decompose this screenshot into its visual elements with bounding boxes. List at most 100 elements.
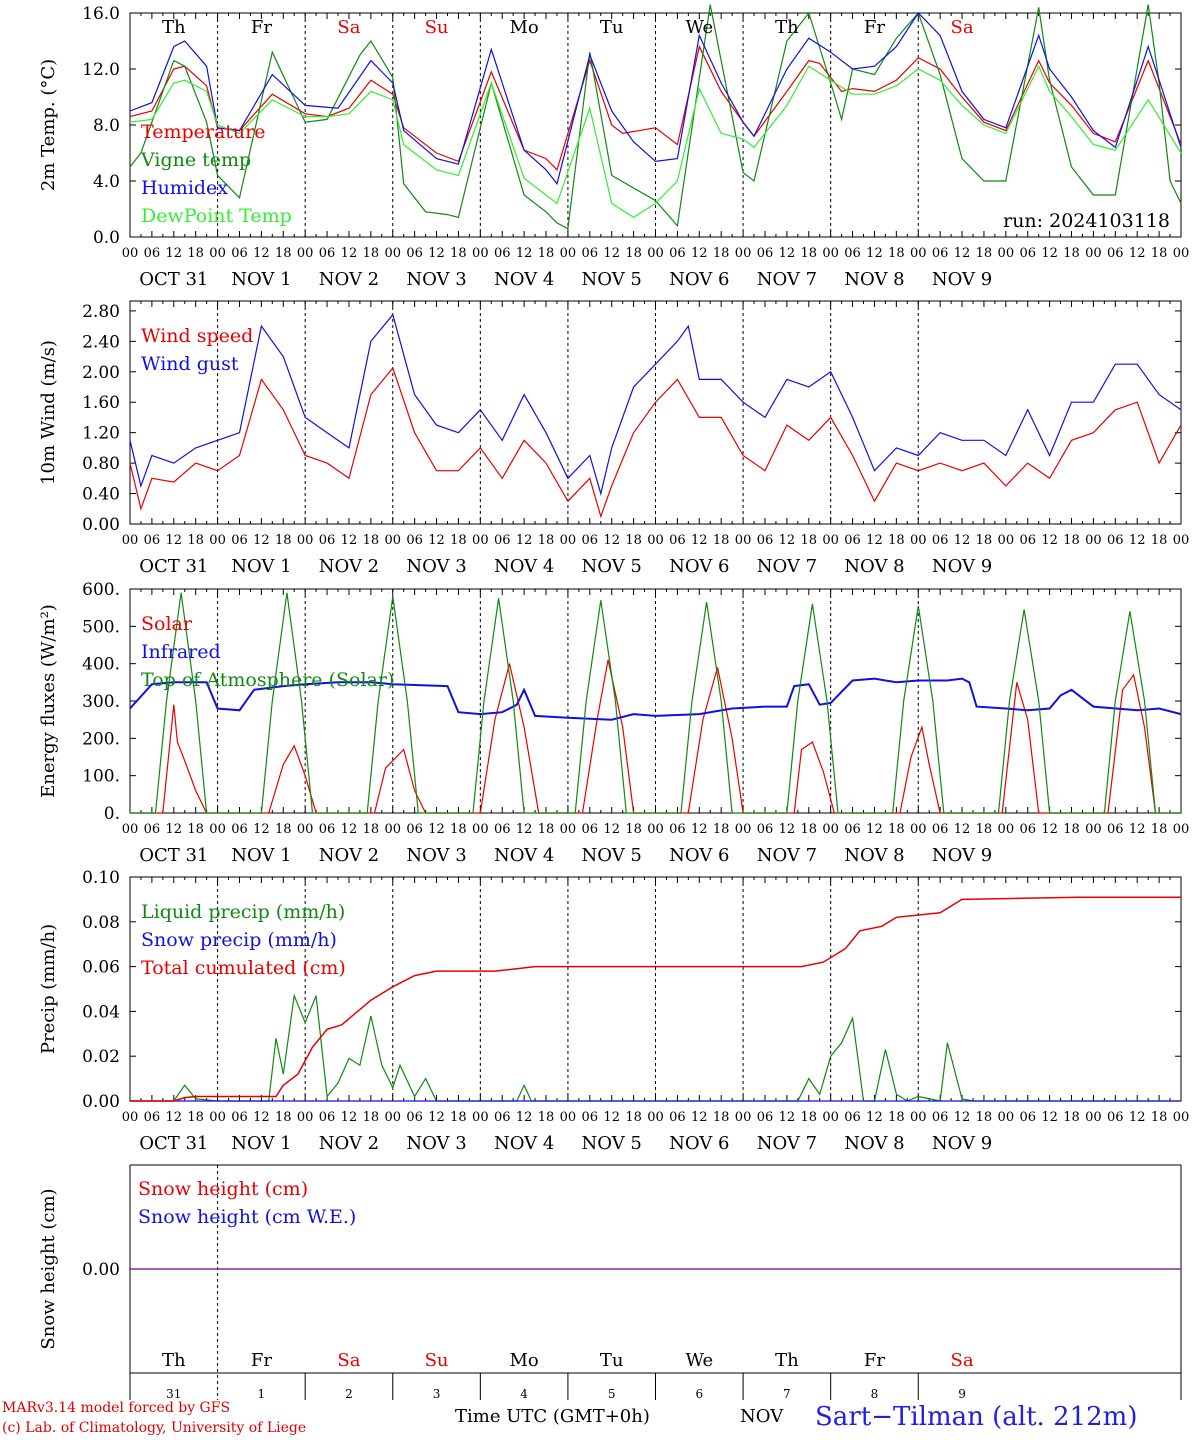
hour-tick-label: 12 <box>428 822 445 837</box>
date-label: NOV 2 <box>319 269 379 290</box>
hour-tick-label: 18 <box>1151 822 1168 837</box>
date-label: NOV 3 <box>406 556 466 577</box>
meteogram: 00 06 12 18 00 06 12 18 00 06 12 18 00 06 12 18 00 06 12 18… <box>38 4 1190 1400</box>
hour-tick-label: 12 <box>166 533 183 548</box>
legend-entry: Vigne temp <box>140 149 251 171</box>
hour-tick-label: 00 <box>1173 822 1190 837</box>
y-tick-label: 4.0 <box>93 172 120 192</box>
hour-tick-label: 12 <box>691 533 708 548</box>
hour-tick-label: 00 <box>122 533 139 548</box>
hour-tick-label: 18 <box>800 533 817 548</box>
y-tick-label: 0.80 <box>82 454 120 474</box>
hour-tick-label: 00 <box>647 1110 664 1125</box>
y-tick-label: 0.04 <box>82 1002 120 1022</box>
hour-tick-label: 06 <box>757 822 774 837</box>
hour-tick-label: 06 <box>406 533 423 548</box>
hour-tick-label: 12 <box>253 246 270 261</box>
date-label: OCT 31 <box>139 269 208 290</box>
panel-frame <box>129 300 1182 525</box>
day-number: 1 <box>258 1387 266 1400</box>
hour-tick-label: 18 <box>538 533 555 548</box>
hour-tick-label: 18 <box>450 822 467 837</box>
hour-tick-label: 12 <box>1041 822 1058 837</box>
hour-tick-label: 00 <box>384 822 401 837</box>
date-label: NOV 9 <box>932 1133 992 1154</box>
hour-tick-label: 18 <box>713 822 730 837</box>
y-axis-label: 2m Temp. (°C) <box>38 59 59 191</box>
hour-tick-label: 12 <box>428 246 445 261</box>
hour-tick-label: 12 <box>691 822 708 837</box>
hour-tick-label: 12 <box>866 246 883 261</box>
hour-tick-label: 18 <box>275 822 292 837</box>
hour-tick-label: 00 <box>822 822 839 837</box>
hour-tick-label: 00 <box>1085 533 1102 548</box>
hour-tick-label: 00 <box>472 1110 489 1125</box>
date-label: NOV 5 <box>582 269 642 290</box>
day-number: 5 <box>608 1387 616 1400</box>
y-tick-label: 0.10 <box>82 868 120 888</box>
weekday-label: Sa <box>337 1350 360 1371</box>
legend-entry: Snow precip (mm/h) <box>141 929 337 951</box>
hour-tick-label: 18 <box>800 822 817 837</box>
lab-credit: (c) Lab. of Climatology, University of L… <box>2 1420 307 1436</box>
day-number: 3 <box>433 1387 441 1400</box>
hour-tick-label: 18 <box>976 246 993 261</box>
hour-tick-label: 06 <box>757 1110 774 1125</box>
hour-tick-label: 06 <box>1107 533 1124 548</box>
weekday-label: Tu <box>600 17 624 38</box>
hour-tick-label: 06 <box>1107 822 1124 837</box>
hour-tick-label: 00 <box>122 1110 139 1125</box>
y-tick-label: 16.0 <box>82 4 120 24</box>
legend-entry: Temperature <box>141 121 265 143</box>
hour-tick-label: 18 <box>800 1110 817 1125</box>
hour-tick-label: 18 <box>538 246 555 261</box>
hour-tick-label: 18 <box>1151 533 1168 548</box>
series-dewpoint-temp <box>129 64 1182 219</box>
hour-tick-label: 18 <box>275 533 292 548</box>
hour-tick-label: 18 <box>625 822 642 837</box>
hour-tick-label: 12 <box>1041 1110 1058 1125</box>
hour-tick-label: 18 <box>363 246 380 261</box>
date-label: NOV 3 <box>406 845 466 866</box>
hour-tick-label: 06 <box>757 246 774 261</box>
hour-tick-label: 18 <box>450 533 467 548</box>
hour-tick-label: 18 <box>976 533 993 548</box>
day-number: 7 <box>783 1387 791 1400</box>
hour-tick-label: 12 <box>1129 246 1146 261</box>
hour-tick-label: 06 <box>144 822 161 837</box>
date-label: NOV 5 <box>582 556 642 577</box>
hour-tick-label: 06 <box>844 533 861 548</box>
hour-tick-label: 12 <box>866 533 883 548</box>
y-tick-label: 400. <box>82 655 120 675</box>
date-label: NOV 1 <box>231 845 291 866</box>
hour-tick-label: 00 <box>472 533 489 548</box>
legend-entry: Top of Atmosphere (Solar) <box>141 669 394 691</box>
hour-tick-label: 06 <box>144 533 161 548</box>
day-number: 2 <box>345 1387 353 1400</box>
hour-tick-label: 12 <box>253 1110 270 1125</box>
date-label: NOV 5 <box>582 1133 642 1154</box>
hour-tick-label: 06 <box>844 822 861 837</box>
date-label: NOV 6 <box>669 269 729 290</box>
day-number: 4 <box>520 1387 528 1400</box>
hour-tick-label: 18 <box>976 822 993 837</box>
date-label: NOV 6 <box>669 556 729 577</box>
hour-tick-label: 00 <box>472 822 489 837</box>
hour-tick-label: 00 <box>560 533 577 548</box>
date-label: NOV 4 <box>494 556 554 577</box>
y-tick-label: 1.20 <box>82 424 120 444</box>
hour-tick-label: 18 <box>363 1110 380 1125</box>
weekday-label: Sa <box>337 17 360 38</box>
weekday-label: Fr <box>864 1350 885 1371</box>
y-tick-label: 2.00 <box>82 363 120 383</box>
hour-tick-label: 18 <box>800 246 817 261</box>
hour-tick-label: 00 <box>122 246 139 261</box>
hour-tick-label: 18 <box>275 1110 292 1125</box>
date-label: NOV 9 <box>932 845 992 866</box>
legend-entry: Humidex <box>141 177 228 199</box>
hour-tick-label: 18 <box>976 1110 993 1125</box>
hour-tick-label: 06 <box>844 1110 861 1125</box>
hour-tick-label: 06 <box>231 1110 248 1125</box>
legend-entry: DewPoint Temp <box>141 205 292 227</box>
hour-tick-label: 00 <box>209 1110 226 1125</box>
